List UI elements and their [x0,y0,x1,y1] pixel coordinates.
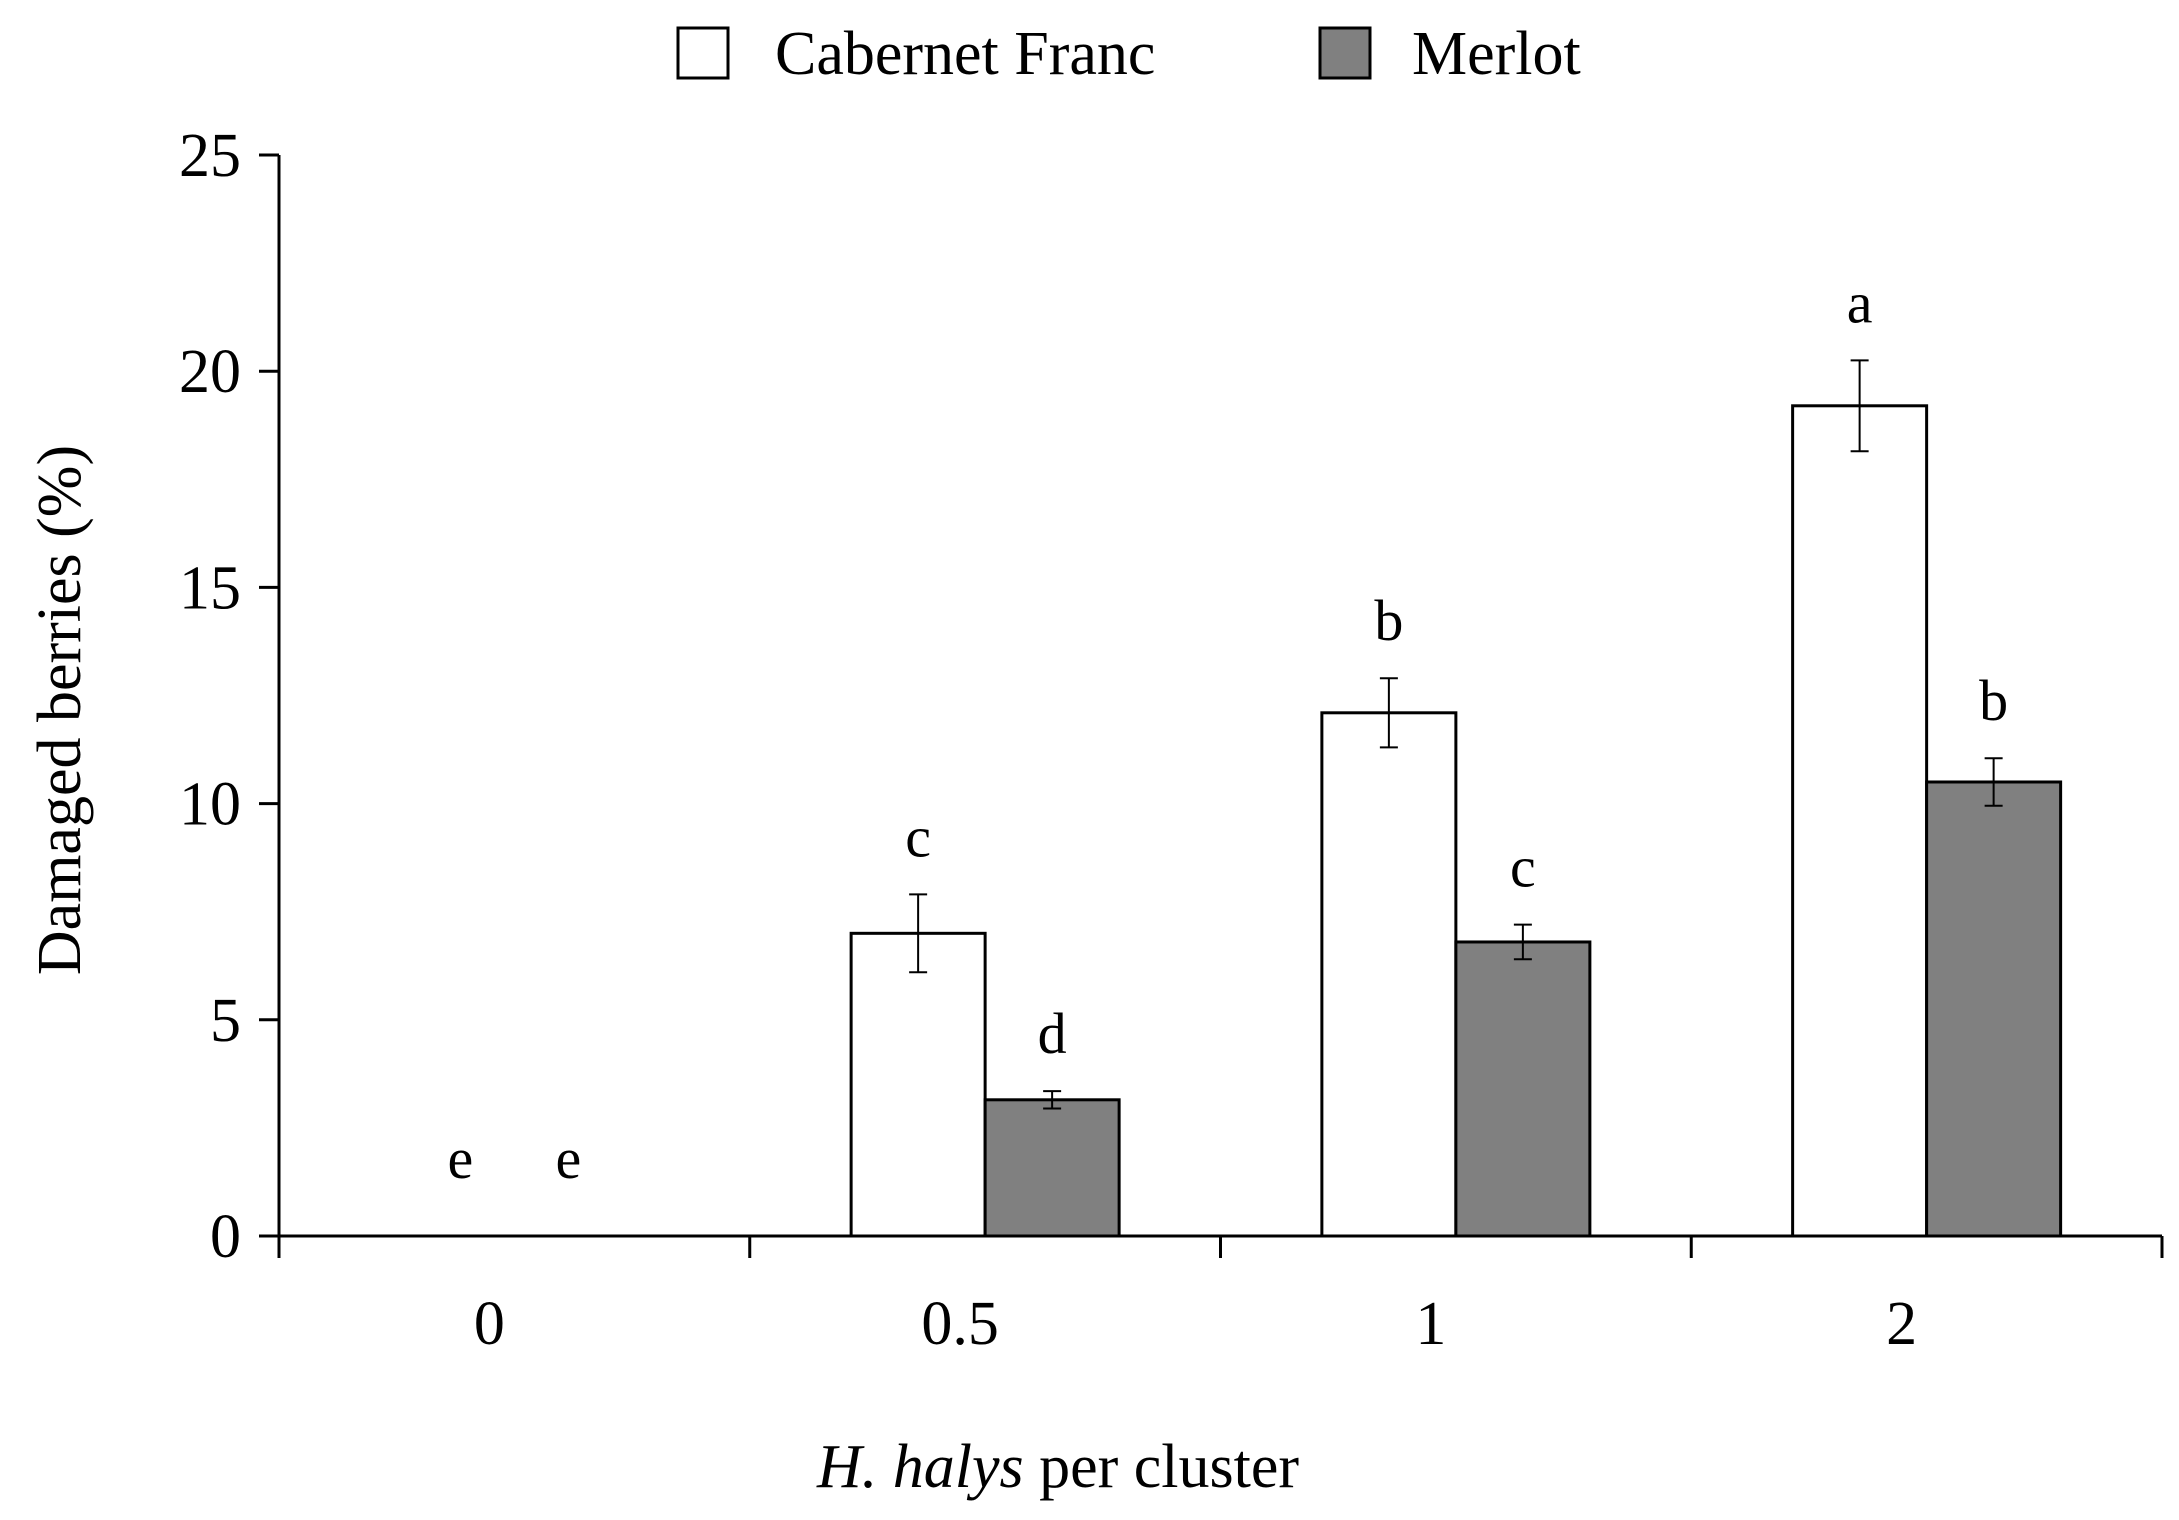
x-tick-label: 2 [1886,1290,1917,1358]
x-axis-title: H. halys per cluster [816,1433,1299,1501]
significance-letter: e [448,1126,474,1191]
x-tick-label: 0.5 [921,1290,999,1358]
legend-swatch [1318,26,1372,80]
significance-letter: e [556,1126,582,1191]
bar [849,931,987,1238]
bars [849,404,2063,1238]
y-tick-label: 5 [210,987,241,1055]
y-tick-label: 0 [210,1203,241,1271]
bar [1791,404,1929,1238]
error-bars [909,359,2003,1110]
y-axis-title: Damaged berries (%) [26,445,94,975]
bar [1320,711,1458,1238]
y-tick-label: 10 [179,771,241,839]
significance-letter: c [905,804,931,869]
bar [983,1098,1121,1238]
legend: Cabernet Franc Merlot [676,20,1581,88]
x-axis-title-rest: per cluster [1024,1433,1300,1501]
significance-letter: a [1847,270,1873,335]
bar [1925,780,2063,1238]
x-tick-label: 1 [1415,1290,1446,1358]
y-tick-label: 15 [179,554,241,622]
bar [1454,940,1592,1238]
legend-label: Cabernet Franc [775,20,1155,88]
x-axis-title-italic: H. halys [816,1433,1024,1501]
y-tick-label: 25 [179,122,241,190]
significance-letters: e c b a e d c b [448,270,2009,1191]
axes: 0 5 10 15 20 25 0 0.5 1 2 [179,122,2164,1358]
significance-letter: d [1038,1001,1067,1066]
y-tick-label: 20 [179,338,241,406]
legend-label: Merlot [1412,20,1581,88]
x-tick-label: 0 [474,1290,505,1358]
legend-swatch [676,26,730,80]
significance-letter: c [1510,835,1536,900]
significance-letter: b [1979,668,2008,733]
significance-letter: b [1374,588,1403,653]
